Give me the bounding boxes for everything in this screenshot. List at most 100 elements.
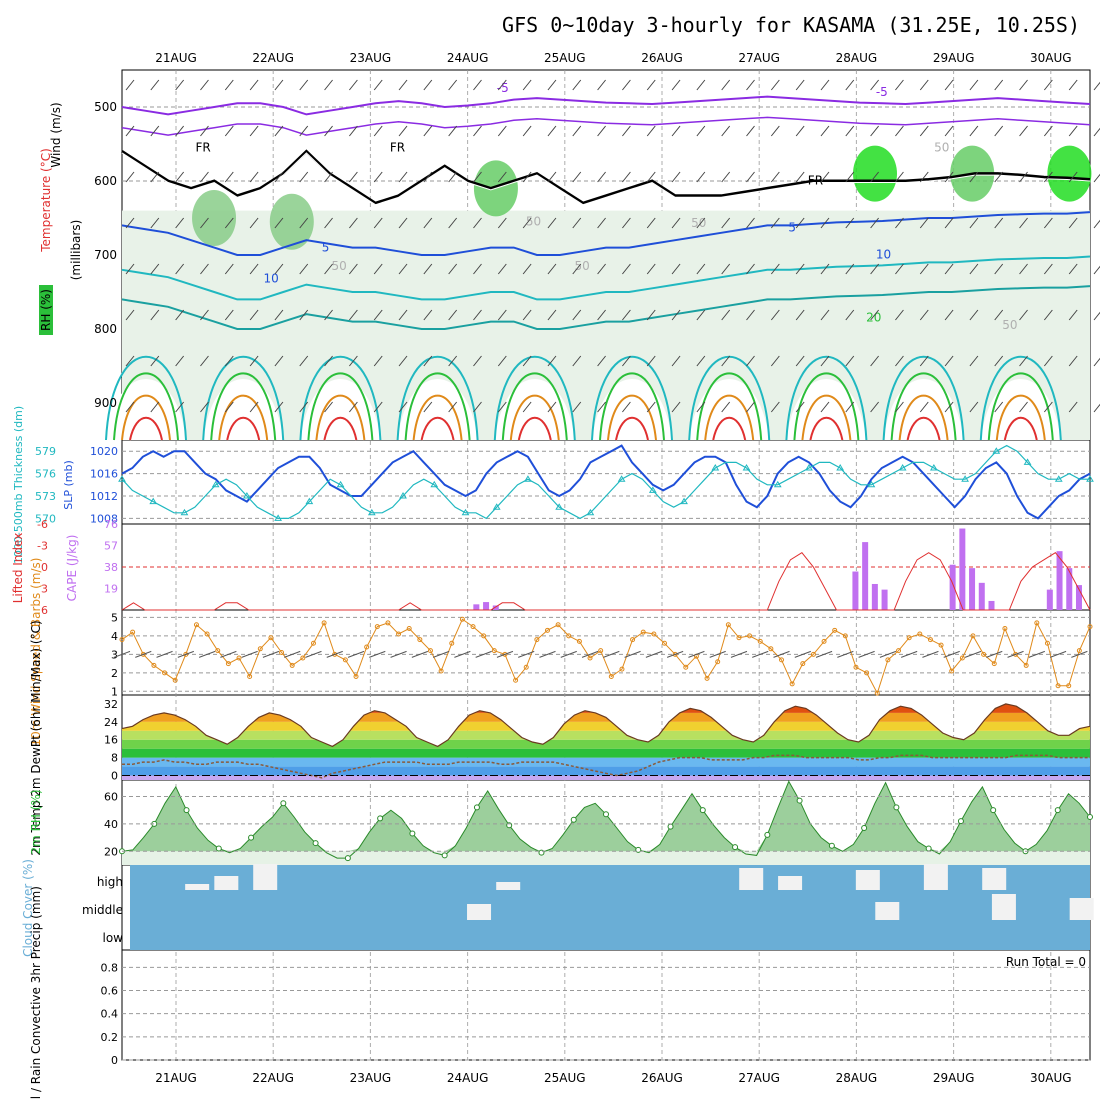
wind-barb-29-2: [845, 171, 855, 183]
li-tick-2: 0: [41, 561, 48, 574]
wind-barb-37-0: [1043, 79, 1053, 91]
wind-barb-3-4: [200, 263, 209, 275]
wind-barb-3-3: [200, 217, 209, 229]
series-thickness: [121, 444, 1090, 520]
cloud-level-low: low: [103, 931, 124, 945]
thickness-point-48: [617, 475, 626, 482]
wind-speed-point-87: [1044, 640, 1050, 646]
wind-barb-17-2: [547, 171, 557, 183]
wind-speed-point-48: [630, 637, 636, 643]
wind-barb-28-6: [820, 355, 830, 367]
cloud-block-4: [496, 882, 521, 890]
thickness-point-6: [180, 508, 189, 516]
surface-barb-14: [262, 650, 280, 658]
temp-bands: [122, 703, 1090, 780]
wind-barb-30-0: [870, 79, 880, 91]
rh-tick-2: 60: [104, 790, 118, 803]
wind-barb-10-7: [373, 401, 383, 413]
thickness-point-93: [1086, 475, 1094, 482]
wind-speed-point-77: [938, 642, 944, 648]
wind-barb-27-5: [795, 309, 805, 321]
wind-barb-2-2: [175, 171, 185, 183]
surface-barb-76: [922, 650, 939, 658]
freezing-level: [121, 149, 1091, 205]
wind-barb-12-3: [423, 217, 433, 229]
wind-barb-3-5: [200, 309, 209, 321]
wind-barb-36-0: [1019, 79, 1028, 91]
wind-barb-39-3: [1093, 219, 1100, 229]
wind-barb-6-5: [274, 309, 284, 321]
temp-band-8: [122, 703, 1090, 713]
surface-barb-38: [518, 650, 535, 658]
isotherm-tongue-9-2: [995, 394, 1046, 441]
wind-barb-20-7: [622, 401, 631, 413]
wind-barb-23-6: [696, 355, 706, 367]
wind-barb-32-3: [919, 217, 929, 229]
wind-barb-17-3: [547, 217, 557, 229]
wind-barb-16-0: [522, 79, 532, 91]
contour-label-6: 5: [788, 220, 796, 234]
surface-barb-42: [560, 650, 577, 658]
cloud-block-3: [467, 904, 492, 920]
date-bottom-9: 30AUG: [1030, 1071, 1072, 1085]
wind-barb-19-0: [597, 79, 606, 91]
wind-barb-13-5: [448, 309, 458, 321]
isotherm-5: [121, 211, 1091, 256]
wind-barb-32-5: [919, 309, 929, 321]
wind-speed-point-21: [342, 657, 348, 663]
wind-barb-24-4: [721, 263, 731, 275]
contour-label-8: 10: [876, 248, 891, 262]
wind-barb-17-4: [547, 263, 557, 275]
rh-point-51: [667, 823, 674, 830]
wind-barb-25-3: [746, 217, 755, 229]
wind-barb-31-3: [895, 217, 904, 229]
wind-barb-35-1: [994, 125, 1004, 137]
wind-barb-23-1: [696, 125, 706, 137]
wind-barb-32-6: [919, 355, 929, 367]
wind-barb-28-2: [820, 171, 830, 183]
rh-point-69: [861, 824, 868, 831]
thickness-point-57: [711, 464, 720, 471]
wind-barb-29-4: [845, 263, 855, 275]
isotherm-tongue-5-3: [615, 417, 649, 441]
wind-barb-20-4: [622, 263, 631, 275]
wind-barb-33-5: [944, 309, 954, 321]
run-total: Run Total = 0: [1006, 955, 1086, 969]
wind-barb-12-5: [423, 309, 433, 321]
cloud-block-8: [875, 902, 900, 920]
wind-barb-6-1: [274, 125, 284, 137]
wind-barb-20-0: [622, 79, 631, 91]
warm-tongue-3: [397, 378, 478, 440]
surface-barb-34: [475, 650, 492, 658]
wind-barb-33-2: [944, 171, 954, 183]
wind-speed-point-7: [193, 622, 199, 628]
wind-barb-22-5: [671, 309, 681, 321]
rh-point-18: [312, 840, 319, 847]
wind-barb-6-4: [274, 263, 284, 275]
wind-speed-point-47: [619, 666, 625, 672]
wind-barb-0-5: [125, 309, 135, 321]
wind-barb-32-0: [919, 79, 929, 91]
wind-barb-10-2: [373, 171, 383, 183]
isotherm-tongue-0-0: [105, 355, 187, 441]
wind-barb-20-6: [622, 355, 631, 367]
isotherm-tongue-2-3: [323, 417, 358, 441]
rh-point-6: [183, 807, 190, 814]
wind-barb-37-6: [1043, 355, 1053, 367]
wind-barb-0-2: [125, 171, 135, 183]
wind-barb-29-5: [845, 309, 855, 321]
wind-speed-point-5: [172, 677, 178, 683]
wind-barb-24-2: [721, 171, 731, 183]
wind-barb-21-1: [646, 125, 656, 137]
wind-barb-5-6: [249, 355, 259, 367]
thickness-point-51: [648, 486, 657, 493]
date-bottom-8: 29AUG: [933, 1071, 975, 1085]
wind-speed-point-60: [757, 638, 763, 644]
rh-tick-0: 20: [104, 845, 118, 858]
thickness-point-18: [305, 497, 314, 505]
li-tick-0: -6: [37, 518, 48, 531]
contour-label-12: 50: [526, 214, 541, 228]
rh-point-90: [1087, 814, 1093, 821]
wind-barb-9-0: [348, 79, 358, 91]
wind-barb-16-6: [522, 355, 532, 367]
